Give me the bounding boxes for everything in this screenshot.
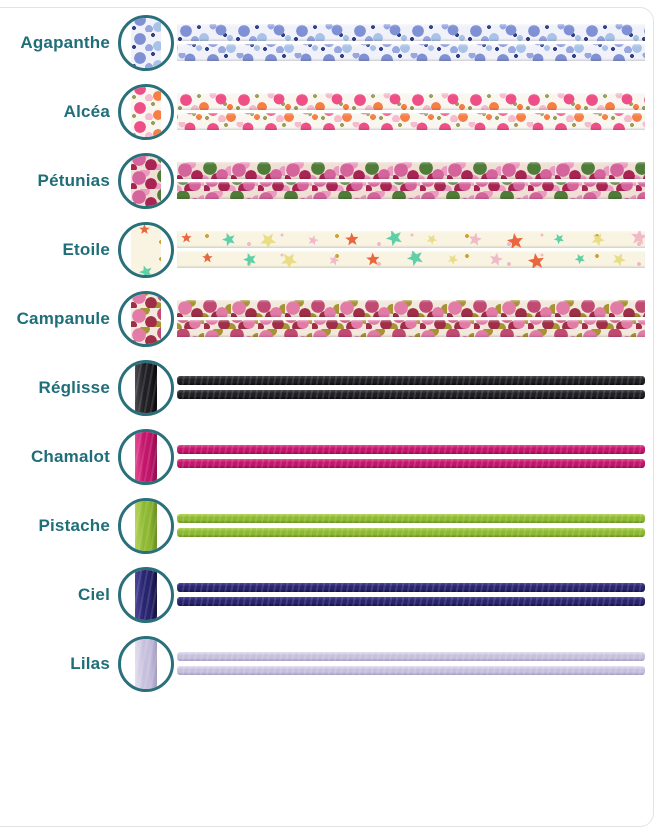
- fabric-sample: [131, 224, 161, 275]
- fabric-sample: [131, 293, 161, 344]
- ribbon-strips: [177, 93, 645, 130]
- cord-strips: [177, 445, 645, 468]
- cord-strip-top: [177, 514, 645, 523]
- cord-strips: [177, 583, 645, 606]
- variant-label: Lilas: [70, 653, 110, 673]
- variant-row-etoile: Etoile: [0, 215, 657, 284]
- variant-label: Etoile: [62, 239, 110, 259]
- ribbon-strips: [177, 24, 645, 61]
- ribbon-strip-top: [177, 300, 645, 317]
- variant-label: Pistache: [38, 515, 110, 535]
- ribbon-strip-bottom: [177, 320, 645, 337]
- cord-strips: [177, 514, 645, 537]
- variant-swatch-circle[interactable]: [118, 635, 174, 692]
- cord-strip-bottom: [177, 597, 645, 606]
- ribbon-strips: [177, 300, 645, 337]
- ribbon-strips: [177, 231, 645, 268]
- cord-strips: [177, 376, 645, 399]
- ribbon-strip-top: [177, 24, 645, 41]
- variant-row-reglisse: Réglisse: [0, 353, 657, 422]
- variant-swatch-circle[interactable]: [118, 566, 174, 623]
- variant-swatch-circle[interactable]: [118, 83, 174, 140]
- ribbon-strip-bottom: [177, 182, 645, 199]
- variant-swatch-circle[interactable]: [118, 290, 174, 347]
- ribbon-strip-top: [177, 162, 645, 179]
- stars-pattern: [181, 231, 645, 248]
- cord-strip-bottom: [177, 390, 645, 399]
- ribbon-strip-bottom: [177, 251, 645, 268]
- variant-label: Ciel: [78, 584, 110, 604]
- variant-row-campanule: Campanule: [0, 284, 657, 353]
- variant-swatch-circle[interactable]: [118, 14, 174, 71]
- fabric-sample: [131, 155, 161, 206]
- variant-swatch-circle[interactable]: [118, 359, 174, 416]
- variant-label: Campanule: [16, 308, 110, 328]
- variant-row-agapanthe: Agapanthe: [0, 8, 657, 77]
- cord-strip-bottom: [177, 459, 645, 468]
- cord-strip-top: [177, 583, 645, 592]
- stars-pattern: [137, 224, 156, 275]
- color-swatch-list: Agapanthe Alcéa Pétunias Etoile: [0, 8, 657, 698]
- cord-sample: [135, 569, 157, 620]
- variant-row-petunias: Pétunias: [0, 146, 657, 215]
- variant-swatch-circle[interactable]: [118, 428, 174, 485]
- variant-label: Chamalot: [30, 446, 110, 466]
- cord-strip-top: [177, 376, 645, 385]
- variant-row-pistache: Pistache: [0, 491, 657, 560]
- cord-sample: [135, 431, 157, 482]
- stars-pattern: [202, 251, 627, 268]
- variant-swatch-circle[interactable]: [118, 497, 174, 554]
- variant-label: Agapanthe: [20, 32, 110, 52]
- variant-row-lilas: Lilas: [0, 629, 657, 698]
- ribbon-strip-bottom: [177, 44, 645, 61]
- ribbon-strip-top: [177, 93, 645, 110]
- ribbon-strip-top: [177, 231, 645, 248]
- cord-strip-top: [177, 445, 645, 454]
- variant-swatch-circle[interactable]: [118, 152, 174, 209]
- variant-label: Pétunias: [37, 170, 110, 190]
- variant-row-ciel: Ciel: [0, 560, 657, 629]
- variant-label: Alcéa: [63, 101, 110, 121]
- ribbon-strips: [177, 162, 645, 199]
- cord-strip-top: [177, 652, 645, 661]
- variant-row-alcea: Alcéa: [0, 77, 657, 146]
- fabric-sample: [131, 86, 161, 137]
- cord-strips: [177, 652, 645, 675]
- fabric-sample: [131, 17, 161, 68]
- cord-sample: [135, 500, 157, 551]
- color-chart-page: { "theme": { "label": "#1f6e79", "ring":…: [0, 7, 654, 827]
- ribbon-strip-bottom: [177, 113, 645, 130]
- variant-swatch-circle[interactable]: [118, 221, 174, 278]
- cord-sample: [135, 362, 157, 413]
- cord-strip-bottom: [177, 528, 645, 537]
- cord-strip-bottom: [177, 666, 645, 675]
- variant-label: Réglisse: [38, 377, 110, 397]
- cord-sample: [135, 638, 157, 689]
- variant-row-chamalot: Chamalot: [0, 422, 657, 491]
